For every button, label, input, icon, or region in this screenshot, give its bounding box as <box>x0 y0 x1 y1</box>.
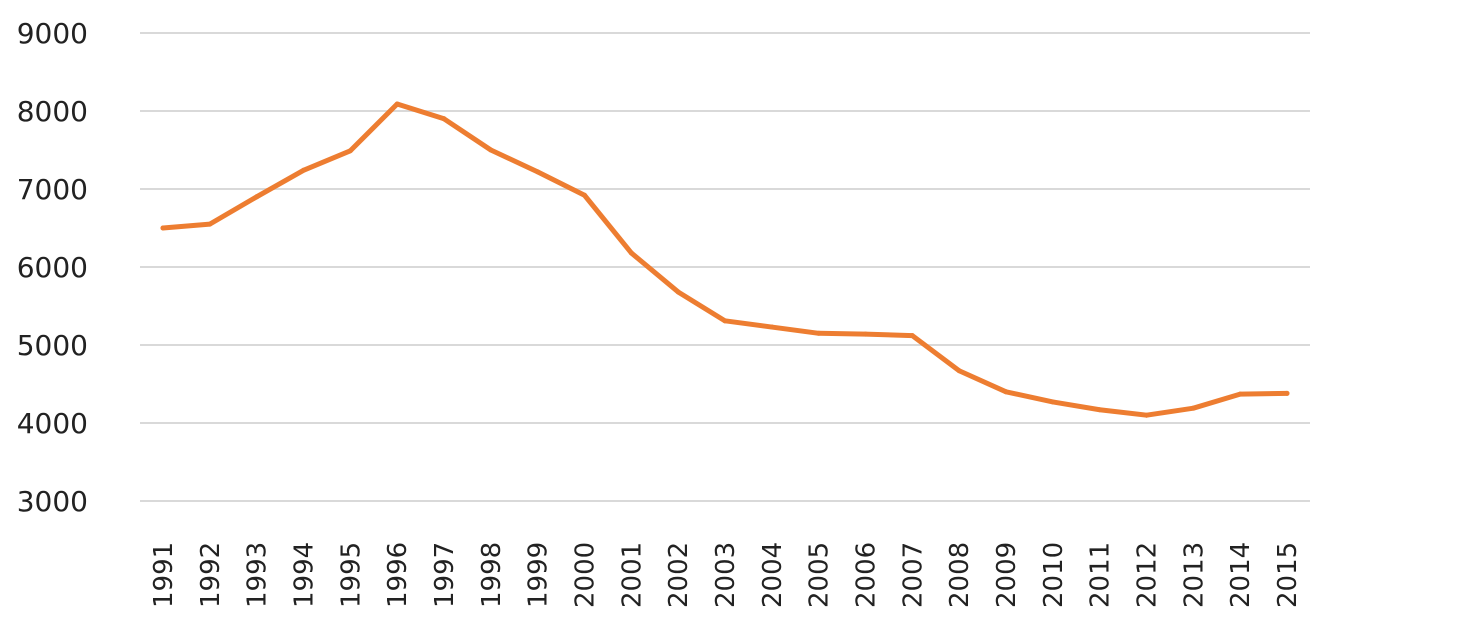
data-point <box>1284 390 1290 396</box>
x-tick-label: 1993 <box>243 542 273 608</box>
y-tick-label: 8000 <box>17 95 88 128</box>
y-tick-label: 5000 <box>17 329 88 362</box>
data-point <box>347 148 353 154</box>
y-tick-label: 7000 <box>17 173 88 206</box>
x-tick-label: 1998 <box>477 542 507 608</box>
y-tick-label: 3000 <box>17 485 88 518</box>
x-tick-label: 1997 <box>430 542 460 608</box>
x-tick-label: 1994 <box>290 542 320 608</box>
x-tick-label: 2011 <box>1086 542 1116 608</box>
data-point <box>301 167 306 173</box>
data-point <box>1097 407 1103 413</box>
data-point <box>769 324 775 330</box>
gridlines <box>140 32 1310 502</box>
data-point <box>254 194 260 200</box>
data-point <box>1144 412 1149 418</box>
x-axis-ticks: 1991 1992 1993 1994 1995 1996 1997 1998 1999 2000… <box>149 542 1303 608</box>
x-tick-label: 2003 <box>711 542 741 608</box>
x-tick-label: 2013 <box>1179 542 1209 608</box>
series-line <box>160 101 1290 418</box>
y-tick-label: 6000 <box>17 251 88 284</box>
data-point <box>535 169 541 175</box>
x-tick-label: 2015 <box>1273 542 1303 608</box>
data-point <box>441 116 447 122</box>
series-group <box>160 101 1290 418</box>
data-point <box>1050 399 1056 405</box>
x-tick-label: 2009 <box>992 542 1022 608</box>
y-tick-label: 9000 <box>17 17 88 50</box>
data-point <box>207 221 213 227</box>
x-tick-label: 1995 <box>336 542 366 608</box>
data-point <box>863 331 868 337</box>
data-point <box>675 289 681 295</box>
x-tick-label: 2006 <box>852 542 882 608</box>
x-tick-label: 2002 <box>664 542 694 608</box>
x-tick-label: 2010 <box>1039 542 1069 608</box>
data-point <box>488 147 494 153</box>
x-tick-label: 2005 <box>805 542 835 608</box>
data-point <box>628 250 634 256</box>
x-tick-label: 2004 <box>758 542 788 608</box>
data-point <box>1190 405 1196 411</box>
data-point <box>1003 389 1009 395</box>
data-point <box>909 333 915 339</box>
x-tick-label: 2008 <box>945 542 975 608</box>
x-tick-label: 2001 <box>617 542 647 608</box>
x-tick-label: 1996 <box>383 542 413 608</box>
x-tick-label: 2000 <box>571 542 601 608</box>
x-tick-label: 2007 <box>898 542 928 608</box>
x-tick-label: 1999 <box>524 542 554 608</box>
x-tick-label: 1991 <box>149 542 179 608</box>
y-tick-label: 4000 <box>17 407 88 440</box>
x-tick-label: 2014 <box>1226 542 1256 608</box>
data-point <box>1237 391 1243 397</box>
data-point <box>160 225 166 231</box>
data-point <box>816 330 822 336</box>
x-tick-label: 2012 <box>1133 542 1163 608</box>
x-tick-label: 1992 <box>196 542 226 608</box>
data-point <box>722 318 728 324</box>
data-point <box>582 192 587 198</box>
data-point <box>394 101 400 107</box>
data-point <box>956 368 962 374</box>
y-axis-ticks: 3000 4000 5000 6000 7000 8000 9000 <box>17 17 88 518</box>
